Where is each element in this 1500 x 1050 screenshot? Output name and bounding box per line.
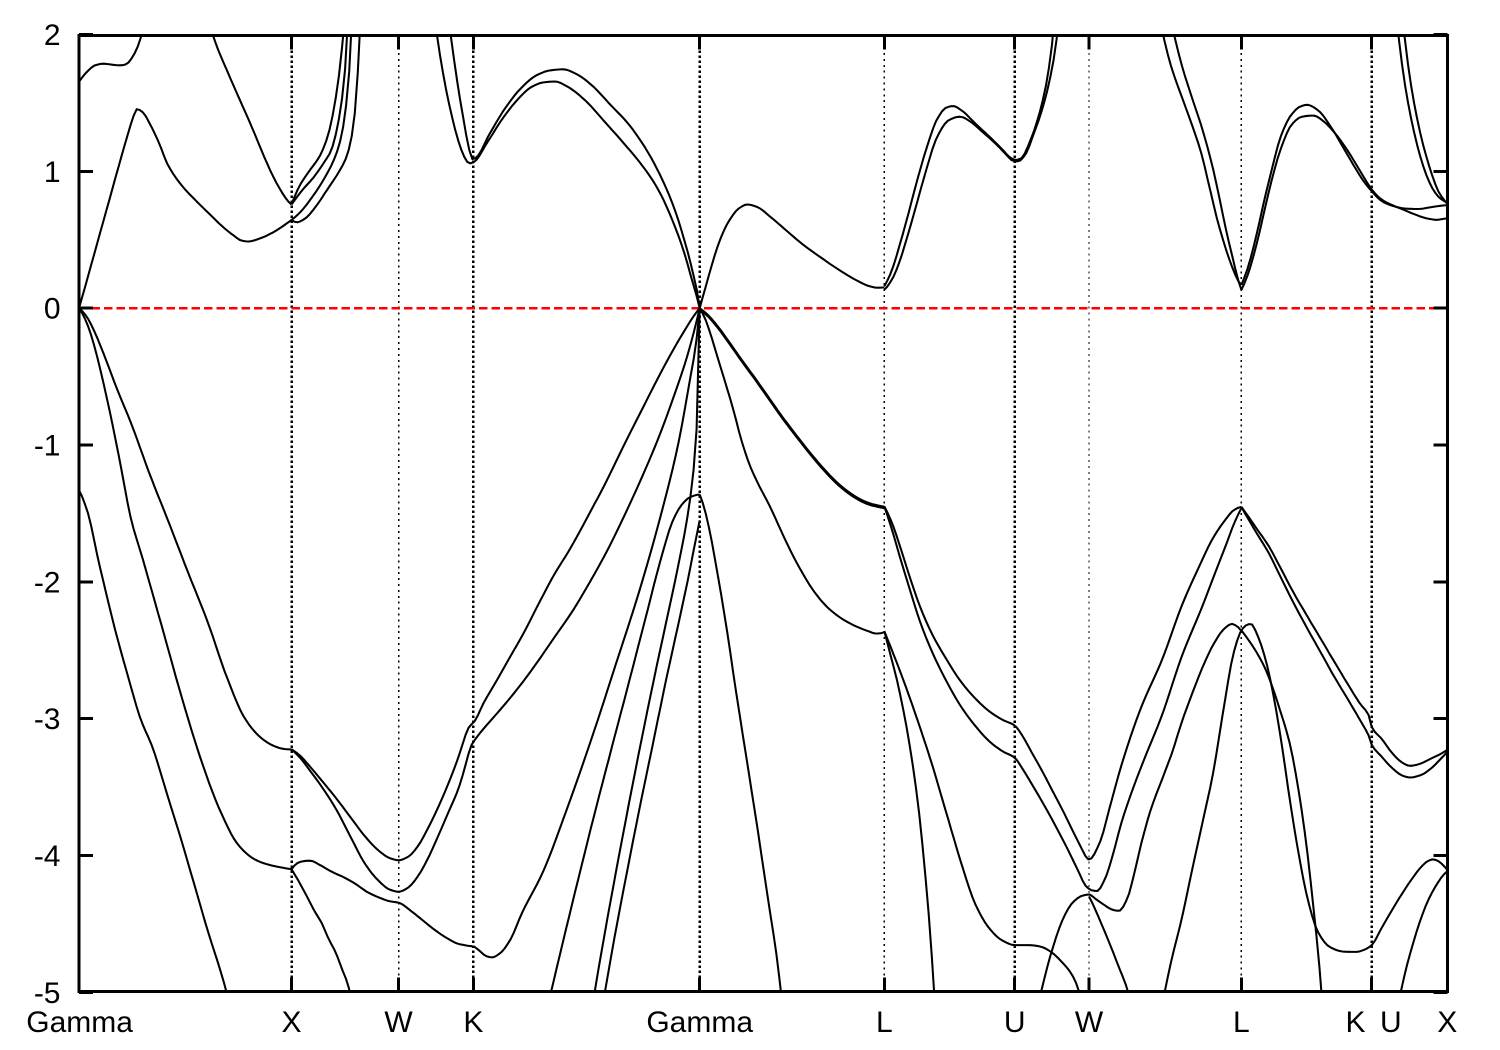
svg-text:-4: -4 [34, 840, 61, 873]
svg-text:K: K [1345, 1006, 1365, 1039]
svg-text:X: X [281, 1006, 301, 1039]
svg-text:-3: -3 [34, 703, 61, 736]
svg-text:L: L [1233, 1006, 1250, 1039]
svg-text:X: X [1437, 1006, 1457, 1039]
svg-text:L: L [876, 1006, 893, 1039]
svg-text:U: U [1380, 1006, 1402, 1039]
svg-text:U: U [1004, 1006, 1026, 1039]
svg-text:-1: -1 [34, 430, 61, 463]
svg-text:0: 0 [44, 293, 61, 326]
svg-text:-2: -2 [34, 566, 61, 599]
svg-text:1: 1 [44, 156, 61, 189]
svg-text:W: W [384, 1006, 413, 1039]
svg-text:Gamma: Gamma [646, 1006, 753, 1039]
svg-text:-5: -5 [34, 977, 61, 1010]
svg-text:K: K [463, 1006, 483, 1039]
svg-text:Gamma: Gamma [26, 1006, 133, 1039]
svg-text:2: 2 [44, 19, 61, 52]
svg-text:W: W [1075, 1006, 1104, 1039]
